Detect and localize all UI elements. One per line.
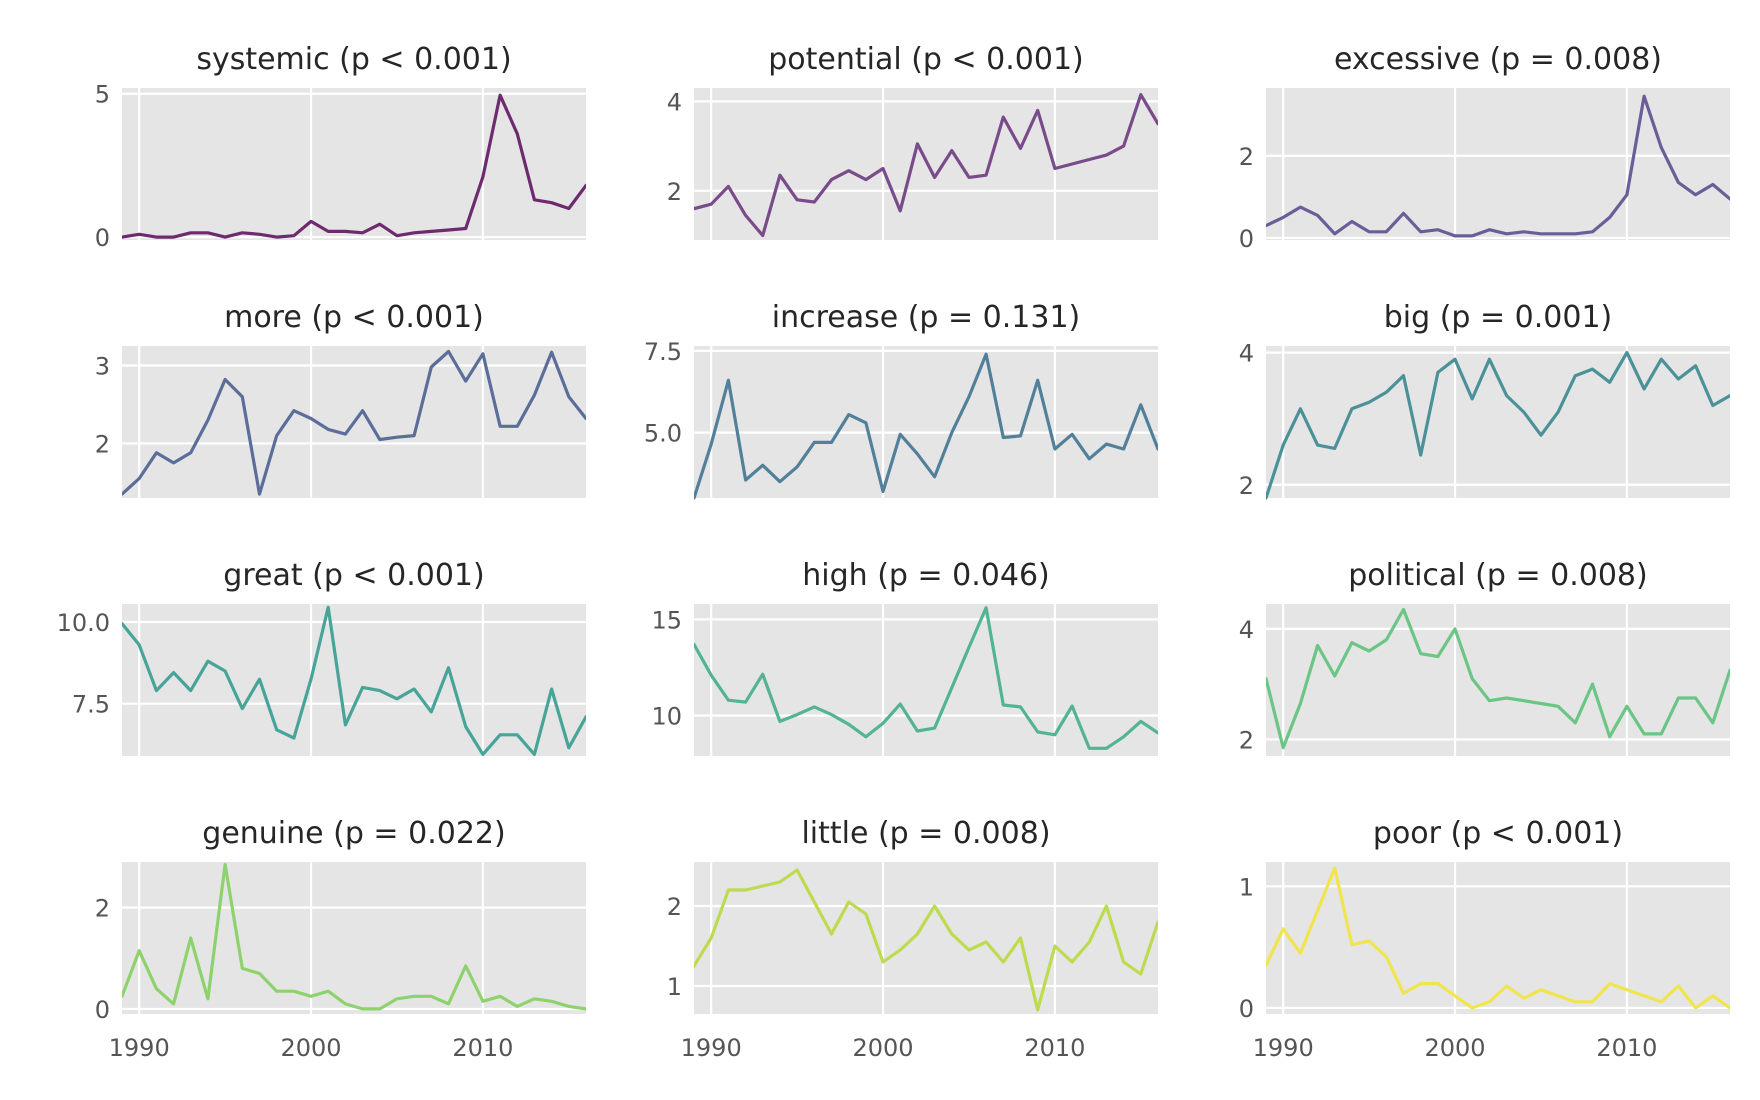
panel-more: 2 3 more (p < 0.001) bbox=[95, 300, 586, 498]
series-line-systemic bbox=[122, 93, 586, 239]
x-tick-label: 2000 bbox=[280, 1034, 341, 1062]
y-tick-label: 2 bbox=[1239, 726, 1254, 754]
y-tick-label: 2 bbox=[95, 430, 110, 458]
series-line-increase bbox=[694, 352, 1158, 500]
y-tick-label: 0 bbox=[1239, 225, 1254, 253]
panel-little: 1 2 little (p = 0.008) 1990 2000 2010 bbox=[667, 816, 1158, 1062]
panel-title: potential (p < 0.001) bbox=[768, 42, 1084, 77]
x-tick-label: 1990 bbox=[681, 1034, 742, 1062]
panel-title: big (p = 0.001) bbox=[1384, 300, 1613, 335]
series-line-excessive bbox=[1266, 94, 1730, 238]
y-tick-label: 2 bbox=[1239, 472, 1254, 500]
panel-title: more (p < 0.001) bbox=[224, 300, 484, 335]
y-tick-label: 4 bbox=[1239, 340, 1254, 368]
plot-background bbox=[1266, 346, 1730, 498]
series-line-great bbox=[122, 605, 586, 757]
x-tick-label: 2010 bbox=[1596, 1034, 1657, 1062]
y-tick-label: 1 bbox=[1239, 873, 1254, 901]
x-tick-label: 2000 bbox=[1424, 1034, 1485, 1062]
plot-background bbox=[694, 346, 1158, 498]
x-tick-label: 1990 bbox=[1253, 1034, 1314, 1062]
y-tick-label: 3 bbox=[95, 352, 110, 380]
plot-background bbox=[122, 862, 586, 1014]
series-line-more bbox=[122, 349, 586, 496]
panel-great: 7.5 10.0 great (p < 0.001) bbox=[57, 558, 586, 757]
plot-background bbox=[122, 604, 586, 756]
y-tick-label: 7.5 bbox=[644, 338, 682, 366]
series-line-little bbox=[694, 868, 1158, 1012]
y-tick-label: 5.0 bbox=[644, 420, 682, 448]
y-tick-label: 0 bbox=[95, 996, 110, 1024]
y-tick-label: 5 bbox=[95, 81, 110, 109]
y-tick-label: 2 bbox=[667, 178, 682, 206]
series-line-genuine bbox=[122, 862, 586, 1011]
y-tick-label: 0 bbox=[1239, 995, 1254, 1023]
panel-title: great (p < 0.001) bbox=[223, 558, 484, 593]
plot-background bbox=[694, 862, 1158, 1014]
panel-title: excessive (p = 0.008) bbox=[1334, 42, 1662, 77]
y-tick-label: 10.0 bbox=[57, 609, 110, 637]
panel-big: 2 4 big (p = 0.001) bbox=[1239, 300, 1730, 500]
panel-high: 10 15 high (p = 0.046) bbox=[651, 558, 1158, 756]
panel-genuine: 0 2 genuine (p = 0.022) 1990 2000 2010 bbox=[95, 816, 586, 1062]
panel-systemic: 0 5 systemic (p < 0.001) bbox=[95, 42, 586, 252]
panel-increase: 5.0 7.5 increase (p = 0.131) bbox=[644, 300, 1158, 500]
panel-political: 2 4 political (p = 0.008) bbox=[1239, 558, 1730, 756]
y-tick-label: 7.5 bbox=[72, 691, 110, 719]
panel-title: systemic (p < 0.001) bbox=[196, 42, 511, 77]
plot-background bbox=[122, 88, 586, 240]
y-tick-label: 15 bbox=[651, 606, 682, 634]
plot-background bbox=[1266, 862, 1730, 1014]
series-line-high bbox=[694, 606, 1158, 750]
series-line-poor bbox=[1266, 866, 1730, 1010]
x-tick-label: 2000 bbox=[852, 1034, 913, 1062]
panel-title: genuine (p = 0.022) bbox=[202, 816, 505, 851]
y-tick-label: 4 bbox=[1239, 616, 1254, 644]
plot-background bbox=[1266, 88, 1730, 240]
series-line-potential bbox=[694, 93, 1158, 238]
y-tick-label: 2 bbox=[667, 893, 682, 921]
panel-excessive: 0 2 excessive (p = 0.008) bbox=[1239, 42, 1730, 253]
panel-title: increase (p = 0.131) bbox=[772, 300, 1081, 335]
panel-title: poor (p < 0.001) bbox=[1373, 816, 1623, 851]
panel-title: high (p = 0.046) bbox=[802, 558, 1050, 593]
panel-poor: 0 1 poor (p < 0.001) 1990 2000 2010 bbox=[1239, 816, 1730, 1062]
y-tick-label: 4 bbox=[667, 88, 682, 116]
x-tick-label: 2010 bbox=[452, 1034, 513, 1062]
series-line-political bbox=[1266, 607, 1730, 750]
panel-potential: 2 4 potential (p < 0.001) bbox=[667, 42, 1158, 240]
y-tick-label: 2 bbox=[95, 895, 110, 923]
y-tick-label: 10 bbox=[651, 703, 682, 731]
series-line-big bbox=[1266, 351, 1730, 500]
y-tick-label: 2 bbox=[1239, 143, 1254, 171]
panel-title: little (p = 0.008) bbox=[801, 816, 1050, 851]
x-tick-label: 1990 bbox=[109, 1034, 170, 1062]
panel-title: political (p = 0.008) bbox=[1348, 558, 1647, 593]
x-tick-label: 2010 bbox=[1024, 1034, 1085, 1062]
y-tick-label: 0 bbox=[95, 224, 110, 252]
y-tick-label: 1 bbox=[667, 973, 682, 1001]
